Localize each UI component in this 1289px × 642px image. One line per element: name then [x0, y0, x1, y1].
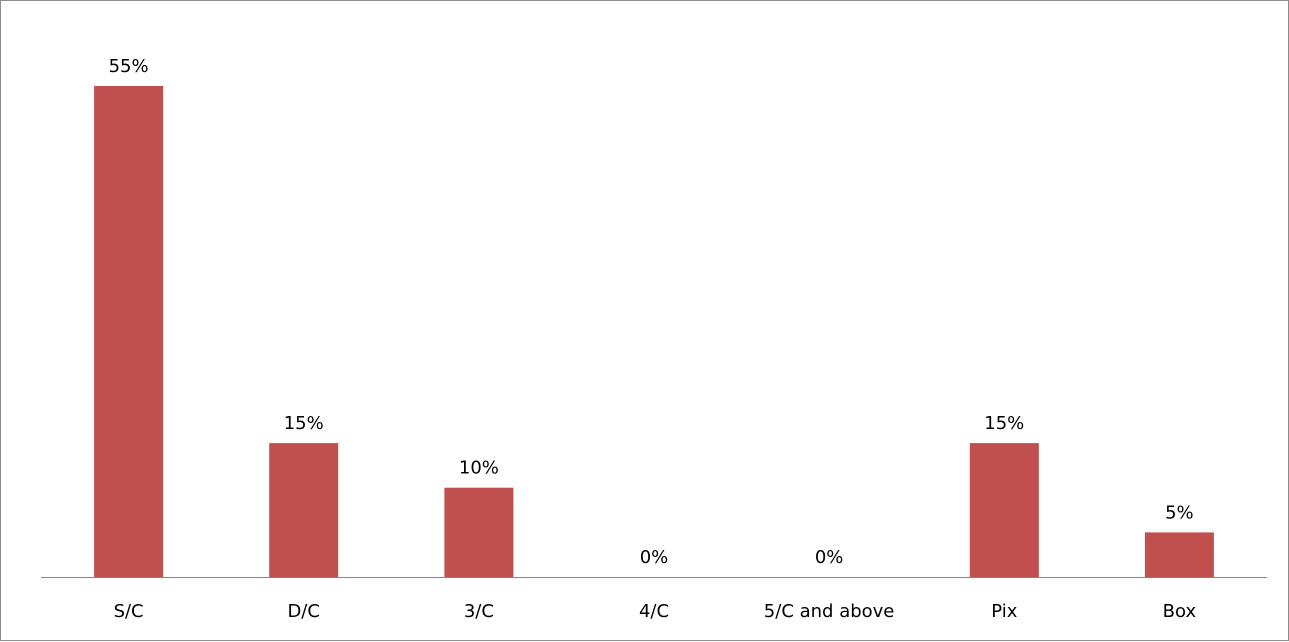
x-tick-label-2: 3/C	[464, 601, 494, 622]
data-label-2: 10%	[459, 458, 499, 479]
x-tick-label-4: 5/C and above	[764, 601, 895, 622]
x-tick-label-3: 4/C	[639, 601, 669, 622]
data-label-1: 15%	[284, 413, 324, 434]
bar-2	[444, 487, 514, 577]
x-tick-label-5: Pix	[991, 601, 1017, 622]
bar-0	[94, 86, 164, 577]
bar-1	[269, 443, 339, 577]
data-label-5: 15%	[984, 413, 1024, 434]
data-label-3: 0%	[640, 547, 669, 568]
x-tick-label-0: S/C	[114, 601, 144, 622]
data-label-0: 55%	[109, 56, 149, 77]
bar-5	[969, 443, 1039, 577]
x-tick-label-1: D/C	[287, 601, 320, 622]
bar-6	[1144, 532, 1214, 577]
data-label-4: 0%	[815, 547, 844, 568]
x-tick-label-6: Box	[1163, 601, 1197, 622]
data-label-6: 5%	[1165, 502, 1194, 523]
